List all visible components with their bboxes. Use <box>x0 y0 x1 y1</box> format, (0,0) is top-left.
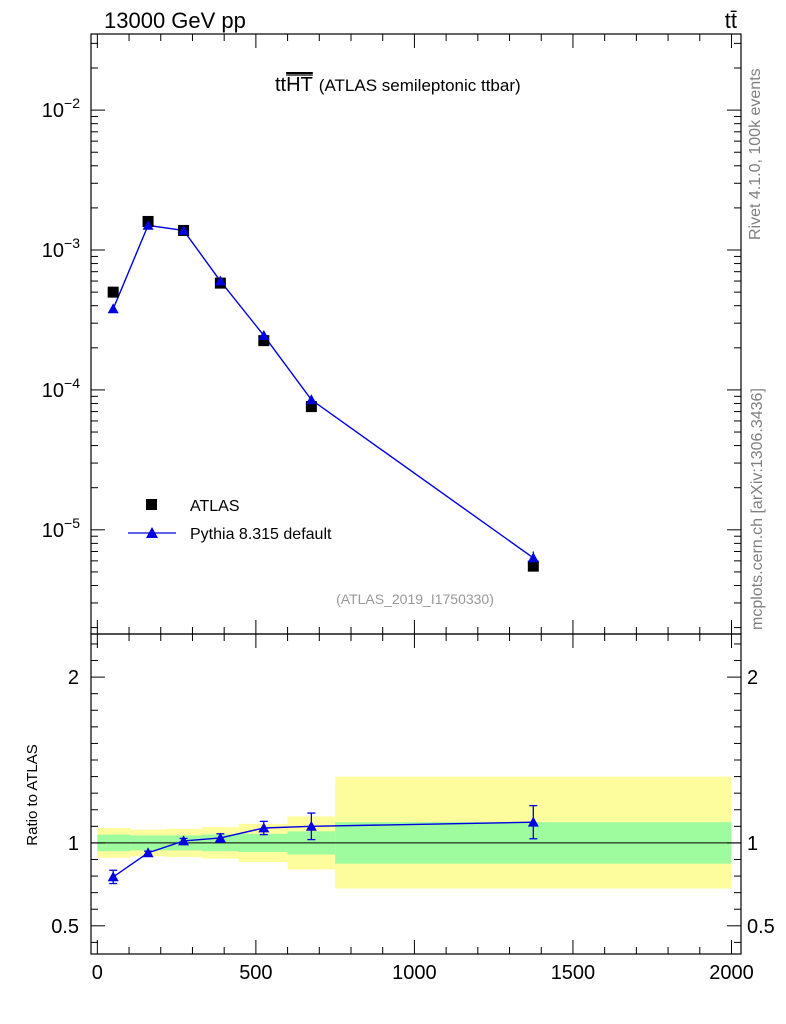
atlas-point <box>527 560 539 572</box>
pythia-point <box>258 329 270 340</box>
ratio-y-tick-label-left: 1 <box>68 833 79 855</box>
ratio-y-axis-label: Ratio to ATLAS <box>24 744 41 845</box>
ratio-y-tick-label-right: 1 <box>747 833 758 855</box>
ratio-x-tick-label: 2000 <box>709 962 754 984</box>
main-y-tick-label: 10−5 <box>42 515 80 542</box>
pythia-point <box>527 552 539 563</box>
atlas-point <box>305 401 317 413</box>
process-label: tt̄ <box>725 8 737 33</box>
main-axis-ticks <box>91 34 741 634</box>
ratio-x-tick-label: 500 <box>239 962 272 984</box>
main-series <box>107 215 539 572</box>
ratio-pythia-point <box>258 822 270 833</box>
legend-atlas-label: ATLAS <box>190 498 240 515</box>
ratio-y-tick-label-left: 0.5 <box>51 916 79 938</box>
atlas-point <box>107 286 119 298</box>
main-y-tick-label: 10−4 <box>42 375 80 402</box>
mcplots-reference-label: mcplots.cern.ch [arXiv:1306.3436] <box>749 388 766 630</box>
ratio-tick-labels: 0.5 0.5 1 1 2 2 0 500 1000 1500 2000 <box>51 667 775 984</box>
ratio-y-tick-label-right: 0.5 <box>747 916 775 938</box>
atlas-point <box>258 335 270 347</box>
rivet-version-label: Rivet 4.1.0, 100k events <box>747 68 764 240</box>
plot-title: ttHT (ATLAS semileptonic ttbar) <box>275 74 521 96</box>
main-y-tick-label: 10−3 <box>42 235 80 262</box>
ratio-pythia-point <box>527 816 539 827</box>
main-panel: ttHT (ATLAS semileptonic ttbar) (ATLAS_20… <box>42 33 742 635</box>
ratio-pythia-point <box>142 847 154 858</box>
pythia-point <box>305 394 317 405</box>
main-frame <box>90 33 742 635</box>
ratio-pythia-point <box>178 835 190 846</box>
analysis-label: (ATLAS_2019_I1750330) <box>336 591 494 607</box>
title-rest: (ATLAS semileptonic ttbar) <box>319 76 521 95</box>
ratio-pythia-point <box>107 871 119 882</box>
ratio-y-tick-label-left: 2 <box>68 667 79 689</box>
ratio-x-tick-label: 1000 <box>392 962 437 984</box>
ratio-panel: 0.5 0.5 1 1 2 2 0 500 1000 1500 2000 Ratio to ATLA… <box>24 633 775 984</box>
ratio-frame <box>90 633 742 955</box>
ratio-x-tick-label: 1500 <box>551 962 596 984</box>
ratio-axis-ticks <box>91 634 741 954</box>
energy-label: 13000 GeV pp <box>104 8 246 33</box>
ratio-pythia-point <box>305 820 317 831</box>
main-y-tick-label: 10−2 <box>42 95 80 122</box>
ratio-pythia-point <box>214 832 226 843</box>
pythia-point <box>178 224 190 235</box>
ratio-uncertainty-bands <box>97 776 732 889</box>
legend-pythia-label: Pythia 8.315 default <box>190 526 332 543</box>
title-main: tt <box>275 74 287 96</box>
title-overline: HT <box>286 74 313 96</box>
ratio-x-tick-label: 0 <box>92 962 103 984</box>
ratio-y-tick-label-right: 2 <box>747 667 758 689</box>
pythia-point <box>214 275 226 286</box>
legend-pythia-marker <box>146 527 158 538</box>
legend: ATLAS Pythia 8.315 default <box>128 498 332 543</box>
ratio-series <box>107 804 539 885</box>
legend-atlas-marker <box>146 499 157 510</box>
pythia-line <box>112 224 534 559</box>
main-y-tick-labels: 10−5 10−4 10−3 10−2 <box>42 95 80 542</box>
pythia-point <box>107 303 119 314</box>
pythia-point <box>142 219 154 230</box>
